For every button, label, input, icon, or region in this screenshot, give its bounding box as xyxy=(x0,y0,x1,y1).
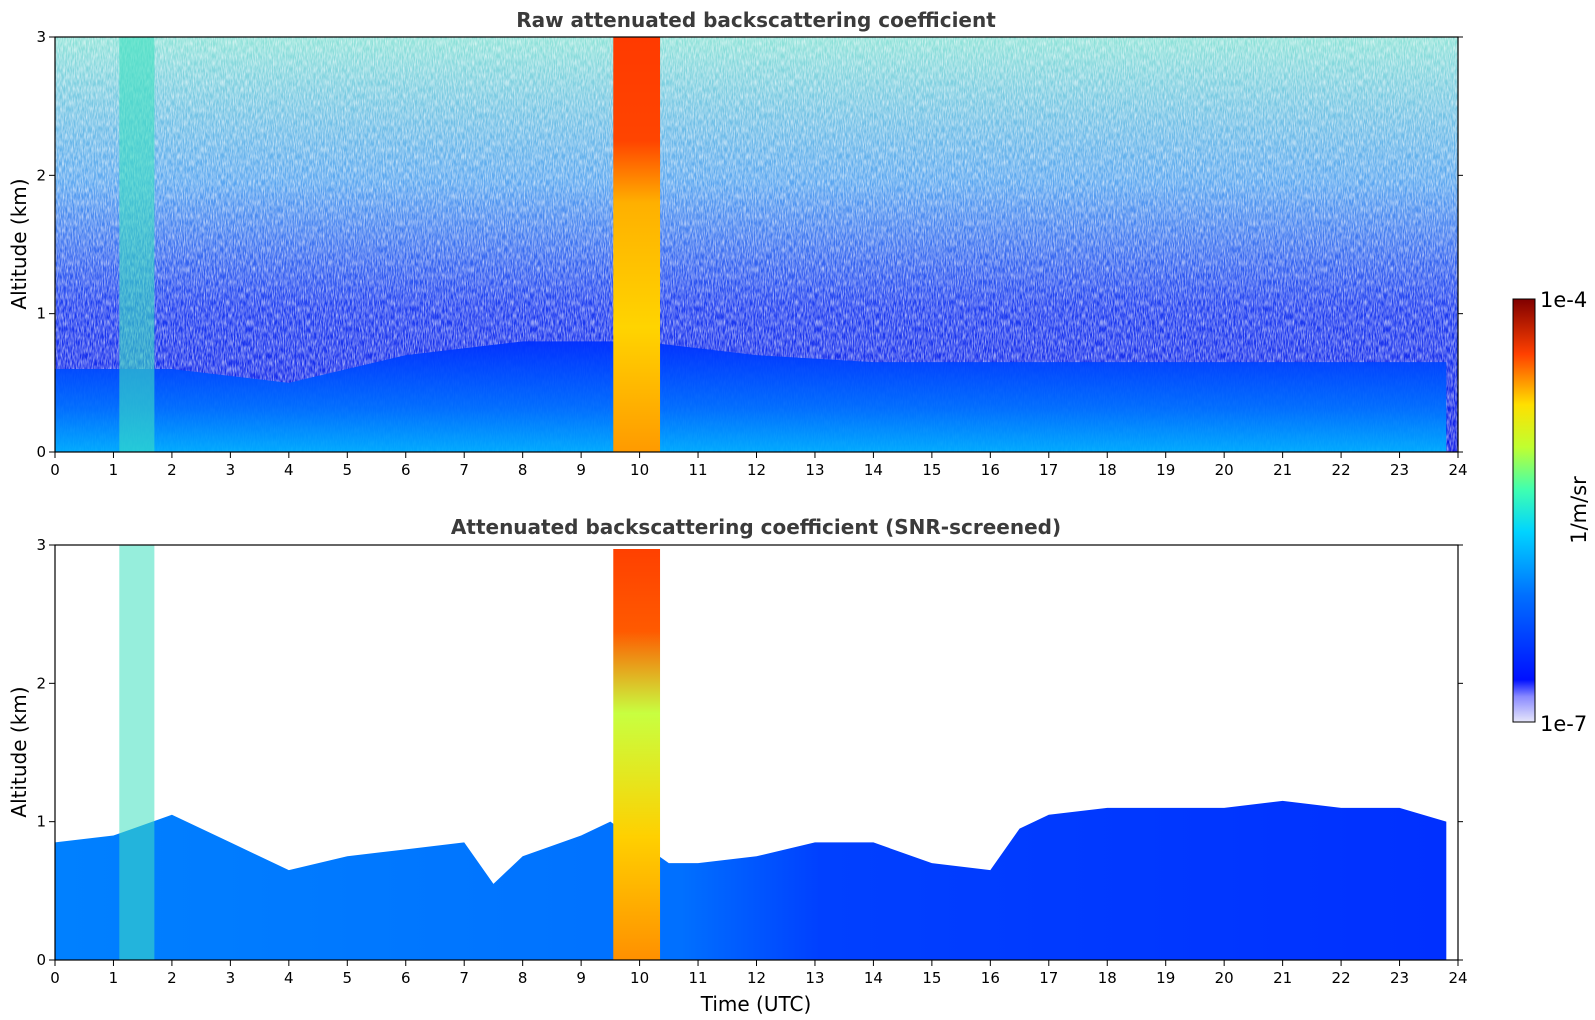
x-tick-label: 22 xyxy=(1332,969,1351,987)
x-tick-label: 20 xyxy=(1215,461,1234,479)
x-tick-label: 10 xyxy=(630,461,649,479)
bottom-panel-title: Attenuated backscattering coefficient (S… xyxy=(451,515,1061,539)
x-tick-label: 9 xyxy=(576,969,586,987)
top-panel-title: Raw attenuated backscattering coefficien… xyxy=(516,8,996,32)
x-tick-label: 20 xyxy=(1215,969,1234,987)
x-tick-label: 22 xyxy=(1332,461,1351,479)
x-tick-label: 7 xyxy=(459,969,469,987)
colorbar-max-label: 1e-4 xyxy=(1540,288,1587,312)
top-heatmap xyxy=(55,37,1458,452)
x-axis-label: Time (UTC) xyxy=(700,992,812,1016)
x-tick-label: 23 xyxy=(1390,461,1409,479)
y-tick-label: 3 xyxy=(36,536,46,554)
x-tick-label: 7 xyxy=(459,461,469,479)
top-y-axis-label: Altitude (km) xyxy=(7,178,31,309)
x-tick-label: 10 xyxy=(630,969,649,987)
colorbar-unit-label: 1/m/sr xyxy=(1567,476,1591,544)
precipitation-column xyxy=(613,37,661,452)
x-tick-label: 23 xyxy=(1390,969,1409,987)
bottom-y-axis-label: Altitude (km) xyxy=(7,686,31,817)
x-tick-label: 1 xyxy=(109,461,119,479)
x-tick-label: 24 xyxy=(1448,461,1467,479)
x-tick-label: 16 xyxy=(981,969,1000,987)
x-tick-label: 6 xyxy=(401,461,411,479)
x-tick-label: 15 xyxy=(922,969,941,987)
y-tick-label: 0 xyxy=(36,443,46,461)
x-tick-label: 2 xyxy=(167,461,177,479)
y-tick-label: 1 xyxy=(36,305,46,323)
bottom-heatmap xyxy=(55,545,1458,960)
y-tick-label: 2 xyxy=(36,166,46,184)
x-tick-label: 18 xyxy=(1098,461,1117,479)
y-tick-label: 0 xyxy=(36,951,46,969)
x-tick-label: 4 xyxy=(284,461,294,479)
y-tick-label: 2 xyxy=(36,674,46,692)
x-tick-label: 3 xyxy=(226,461,236,479)
cloud-column xyxy=(119,545,155,960)
x-tick-label: 13 xyxy=(805,969,824,987)
x-tick-label: 18 xyxy=(1098,969,1117,987)
x-tick-label: 4 xyxy=(284,969,294,987)
x-tick-label: 0 xyxy=(50,461,60,479)
x-tick-label: 15 xyxy=(922,461,941,479)
x-tick-label: 0 xyxy=(50,969,60,987)
x-tick-label: 11 xyxy=(688,969,707,987)
x-tick-label: 3 xyxy=(226,969,236,987)
x-tick-label: 16 xyxy=(981,461,1000,479)
x-tick-label: 1 xyxy=(109,969,119,987)
x-tick-label: 19 xyxy=(1156,461,1175,479)
x-tick-label: 8 xyxy=(518,969,528,987)
y-tick-label: 3 xyxy=(36,28,46,46)
x-tick-label: 8 xyxy=(518,461,528,479)
x-tick-label: 21 xyxy=(1273,969,1292,987)
colorbar: 1e-4 1e-7 1/m/sr xyxy=(1512,288,1591,736)
y-tick-label: 1 xyxy=(36,813,46,831)
x-tick-label: 12 xyxy=(747,461,766,479)
x-tick-label: 13 xyxy=(805,461,824,479)
colorbar-gradient xyxy=(1512,298,1536,723)
colorbar-min-label: 1e-7 xyxy=(1540,712,1587,736)
x-tick-label: 24 xyxy=(1448,969,1467,987)
raw-backscatter-panel: Raw attenuated backscattering coefficien… xyxy=(7,8,1468,479)
x-tick-label: 6 xyxy=(401,969,411,987)
x-tick-label: 9 xyxy=(576,461,586,479)
x-tick-label: 14 xyxy=(864,969,883,987)
top-y-axis: 0 1 2 3 xyxy=(36,28,1463,461)
cloud-column xyxy=(119,37,155,452)
x-tick-label: 11 xyxy=(688,461,707,479)
x-tick-label: 19 xyxy=(1156,969,1175,987)
bottom-x-axis: 0 1 2 3 4 5 6 7 8 9 10 11 12 13 14 15 16 17 18 19 20 21 22 23 24 xyxy=(50,960,1468,987)
top-x-axis: 0 1 2 3 4 5 6 7 8 9 10 11 12 13 14 15 16 17 18 19 20 21 22 23 24 xyxy=(50,452,1468,479)
screened-backscatter-panel: Attenuated backscattering coefficient (S… xyxy=(7,515,1468,1016)
x-tick-label: 5 xyxy=(343,461,353,479)
x-tick-label: 21 xyxy=(1273,461,1292,479)
x-tick-label: 12 xyxy=(747,969,766,987)
boundary-layer xyxy=(55,341,1447,452)
x-tick-label: 14 xyxy=(864,461,883,479)
x-tick-label: 2 xyxy=(167,969,177,987)
bottom-y-axis: 0 1 2 3 xyxy=(36,536,1463,969)
x-tick-label: 17 xyxy=(1039,461,1058,479)
screened-signal xyxy=(55,800,1447,960)
x-tick-label: 5 xyxy=(343,969,353,987)
precipitation-column xyxy=(613,549,661,960)
x-tick-label: 17 xyxy=(1039,969,1058,987)
